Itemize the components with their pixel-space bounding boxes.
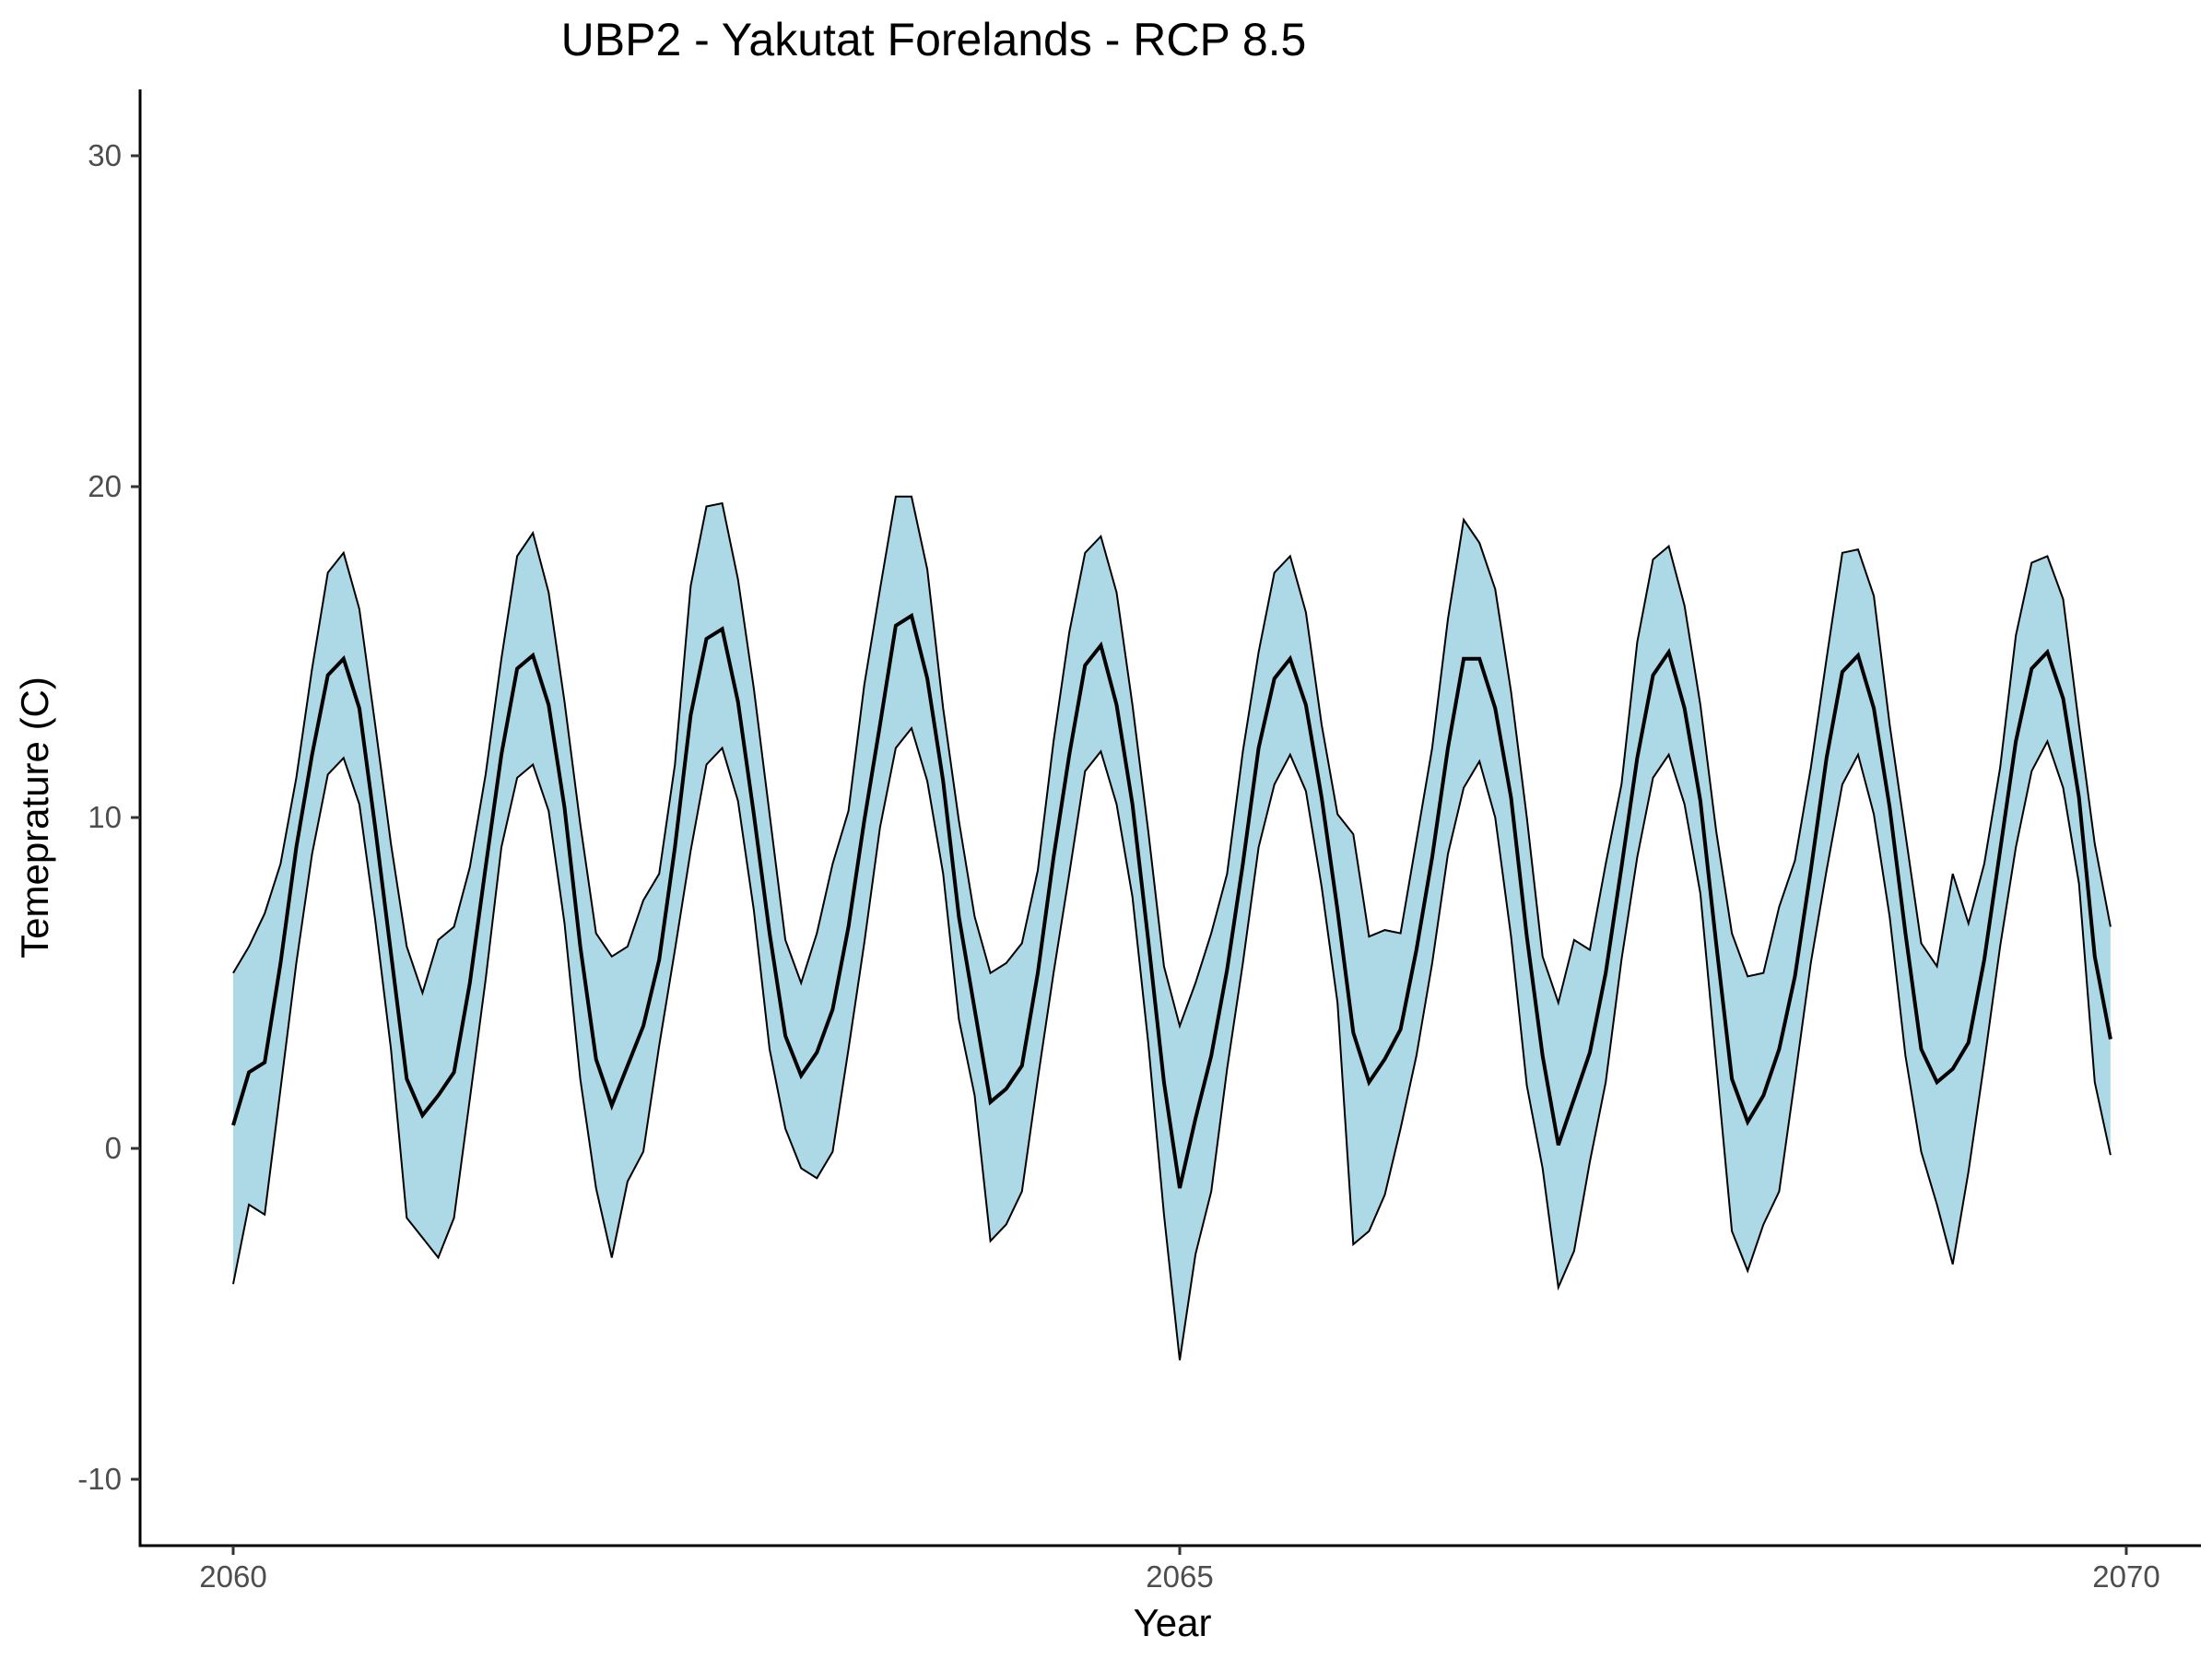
chart-title: UBP2 - Yakutat Forelands - RCP 8.5 bbox=[561, 14, 1307, 65]
plot-area bbox=[231, 495, 2112, 1360]
ribbon-band bbox=[233, 496, 2111, 1360]
x-tick-label: 2060 bbox=[199, 1559, 266, 1594]
lower-bound-line bbox=[232, 725, 2112, 1360]
y-tick-label: 0 bbox=[105, 1131, 122, 1165]
upper-bound-line bbox=[232, 495, 2112, 1030]
y-axis-title: Temeprature (C) bbox=[13, 677, 56, 959]
y-tick-label: -10 bbox=[77, 1462, 122, 1496]
x-axis-ticks: 2060 2065 2070 bbox=[199, 1546, 2160, 1594]
x-tick-label: 2070 bbox=[2092, 1559, 2159, 1594]
x-axis-title: Year bbox=[1134, 1601, 1212, 1644]
x-tick-label: 2065 bbox=[1146, 1559, 1213, 1594]
y-tick-label: 30 bbox=[88, 138, 122, 172]
mean-line bbox=[231, 612, 2112, 1189]
y-axis-ticks: -10 0 10 20 30 bbox=[77, 138, 140, 1496]
y-tick-label: 10 bbox=[88, 800, 122, 834]
y-tick-label: 20 bbox=[88, 469, 122, 503]
